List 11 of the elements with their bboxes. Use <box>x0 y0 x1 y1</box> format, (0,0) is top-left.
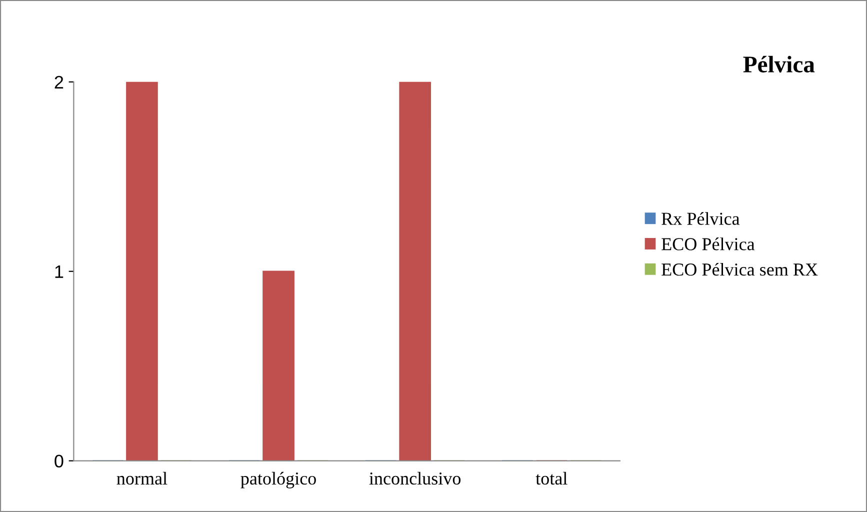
legend-label: Rx Pélvica <box>662 212 740 225</box>
y-tick-label: 0 <box>54 454 64 468</box>
text: Pélvica <box>743 56 815 72</box>
x-tick-label: patológico <box>240 472 316 488</box>
legend-label: ECO Pélvica <box>662 238 755 250</box>
x-tick-label: inconclusivo <box>369 472 461 485</box>
x-tick-label: normal <box>116 472 168 485</box>
y-tick-label: 1 <box>55 265 64 278</box>
y-tick-label: 2 <box>54 76 64 88</box>
legend-label: ECO Pélvica sem RX <box>662 262 818 276</box>
x-tick-label: total <box>536 472 568 485</box>
